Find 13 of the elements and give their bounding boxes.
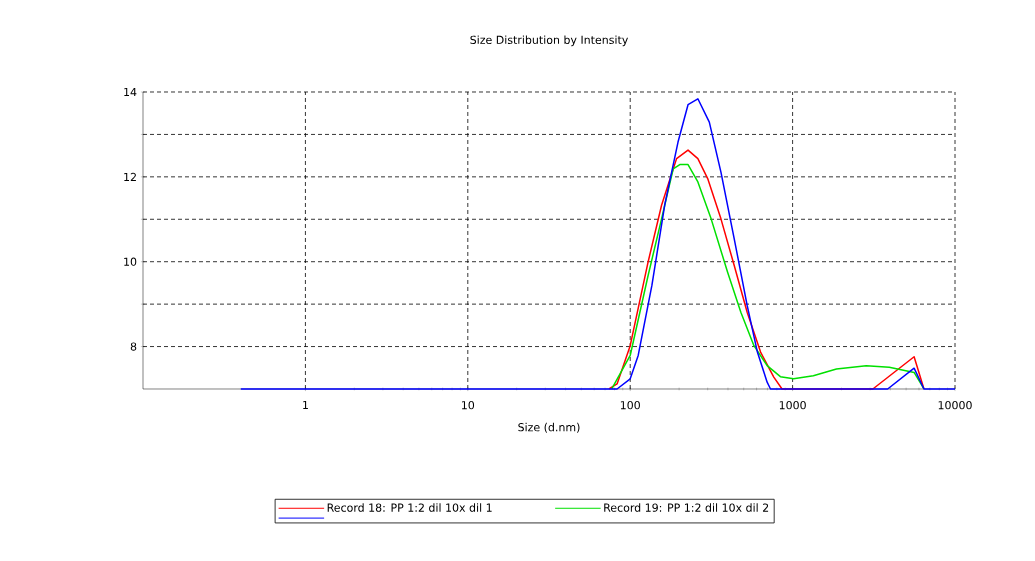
y-tick-label: 14 (124, 87, 137, 97)
x-tick-label: 1000 (779, 400, 806, 410)
y-tick-label: 8 (130, 342, 137, 351)
y-tick-label: 12 (124, 172, 136, 181)
x-tick-label: 100 (620, 400, 640, 410)
x-tick-label: 1 (303, 400, 308, 409)
y-tick-label: 10 (124, 257, 137, 266)
x-tick-label: 10000 (938, 400, 972, 410)
legend-label: Record 18: PP 1:2 dil 10x dil 1 (327, 503, 492, 512)
x-tick-label: 10 (462, 400, 475, 410)
chart-title: Size Distribution by Intensity (470, 35, 628, 47)
legend-label: Record 19: PP 1:2 dil 10x dil 2 (604, 503, 769, 512)
x-axis-title: Size (d.nm) (518, 422, 580, 433)
